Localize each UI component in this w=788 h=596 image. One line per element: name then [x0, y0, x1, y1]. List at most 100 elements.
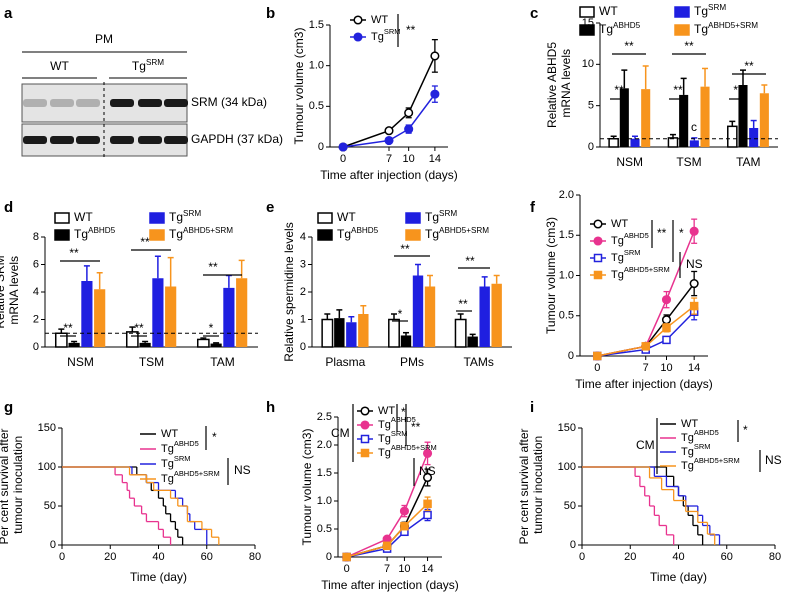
y-axis-label: Tumour volume (cm3)	[544, 217, 558, 334]
series-line	[597, 305, 695, 357]
x-tick-label: 10	[403, 153, 415, 165]
y-axis-label: Relative spermidine levels	[282, 222, 296, 361]
legend-label: TgSRM	[371, 27, 400, 42]
bar	[223, 287, 235, 347]
marker	[423, 472, 433, 483]
series-line	[597, 230, 695, 357]
marker	[338, 142, 348, 152]
annotation: **	[406, 23, 416, 37]
marker	[593, 351, 602, 361]
x-tick-label: 20	[624, 551, 636, 563]
bar	[139, 342, 151, 347]
legend-label: WT	[599, 4, 618, 18]
y-axis-label: Per cent survival after tumour inoculati…	[0, 428, 25, 544]
legend-swatch	[405, 212, 421, 224]
legend-label: TgABHD5+SRM	[169, 226, 233, 242]
y-tick-label: 150	[558, 422, 576, 434]
legend-label: TgSRM	[425, 209, 457, 225]
x-tick-label: 10	[660, 362, 672, 374]
bar	[749, 127, 759, 147]
series-line	[343, 93, 436, 148]
y-tick-label: 5	[588, 100, 594, 112]
y-tick-label: 100	[558, 461, 576, 473]
legend-swatch	[54, 229, 70, 241]
marker	[661, 295, 672, 305]
legend-label: TgABHD5	[74, 226, 116, 242]
legend-swatch	[54, 212, 70, 224]
legend-swatch	[149, 229, 165, 241]
legend-label: TgABHD5+SRM	[681, 456, 740, 471]
blot-band	[164, 99, 188, 107]
y-tick-label: 0.5	[317, 523, 332, 535]
y-tick-label: 50	[44, 500, 56, 512]
y-tick-label: 4	[300, 231, 306, 243]
y-axis-label: Relative SRM mRNA levels	[0, 255, 21, 328]
annotation: NS	[234, 463, 251, 477]
panel-letter: i	[530, 399, 534, 416]
bar	[152, 278, 164, 347]
marker	[593, 253, 603, 263]
legend-label: WT	[337, 210, 356, 224]
marker	[399, 506, 409, 516]
band-label: GAPDH (37 kDa)	[191, 132, 283, 146]
y-tick-label: 2.5	[317, 411, 332, 423]
blot-band	[110, 99, 134, 107]
annotation: NS	[419, 464, 436, 478]
series-line	[346, 453, 429, 558]
annotation: *	[679, 226, 684, 240]
bar	[608, 137, 619, 148]
band-label: SRM (34 kDa)	[191, 95, 267, 109]
lane-label: WT	[50, 59, 69, 73]
marker	[423, 499, 432, 509]
annotation: *	[398, 307, 403, 321]
bar	[759, 93, 769, 147]
bar	[454, 318, 467, 348]
x-tick-label: Plasma	[325, 355, 365, 369]
marker	[342, 552, 351, 562]
annotation: **	[614, 83, 624, 97]
marker	[689, 279, 699, 289]
x-axis-label: Time after injection (days)	[575, 377, 713, 391]
bar	[679, 94, 689, 147]
group-label: PM	[95, 32, 113, 46]
x-tick-label: 0	[340, 153, 346, 165]
marker	[430, 89, 440, 99]
panel-letter: e	[266, 199, 274, 216]
x-tick-label: 40	[152, 551, 164, 563]
annotation: *	[212, 430, 217, 444]
marker	[593, 236, 603, 246]
bar	[81, 281, 93, 347]
annotation: **	[624, 39, 634, 53]
y-tick-label: 1.0	[559, 269, 574, 281]
series-line	[342, 55, 436, 148]
marker	[384, 126, 394, 136]
y-tick-label: 2	[300, 286, 306, 298]
x-tick-label: 0	[344, 563, 350, 575]
legend-label: TgABHD5+SRM	[611, 265, 670, 280]
y-axis-label: Per cent survival after tumour inoculati…	[517, 428, 545, 544]
x-tick-label: 14	[421, 563, 433, 575]
x-axis-label: Time after injection (days)	[321, 578, 459, 592]
bar	[400, 335, 412, 347]
y-tick-label: 3	[300, 258, 306, 270]
blot-band	[138, 136, 162, 144]
x-tick-label: TAM	[210, 355, 234, 369]
panel-letter: a	[4, 5, 13, 22]
x-tick-label: 60	[201, 551, 213, 563]
x-tick-label: 0	[59, 551, 65, 563]
legend-label: TgABHD5+SRM	[425, 226, 489, 242]
bar	[346, 322, 357, 347]
x-tick-label: 0	[579, 551, 585, 563]
x-tick-label: 80	[249, 551, 261, 563]
x-tick-label: NSM	[67, 355, 94, 369]
marker	[382, 541, 392, 551]
bar	[689, 140, 699, 147]
legend-label: WT	[371, 14, 388, 26]
marker	[360, 420, 370, 430]
y-tick-label: 1.0	[317, 495, 332, 507]
marker	[423, 510, 432, 520]
legend-label: WT	[74, 210, 93, 224]
blot-band	[138, 99, 162, 107]
bar	[667, 137, 679, 148]
